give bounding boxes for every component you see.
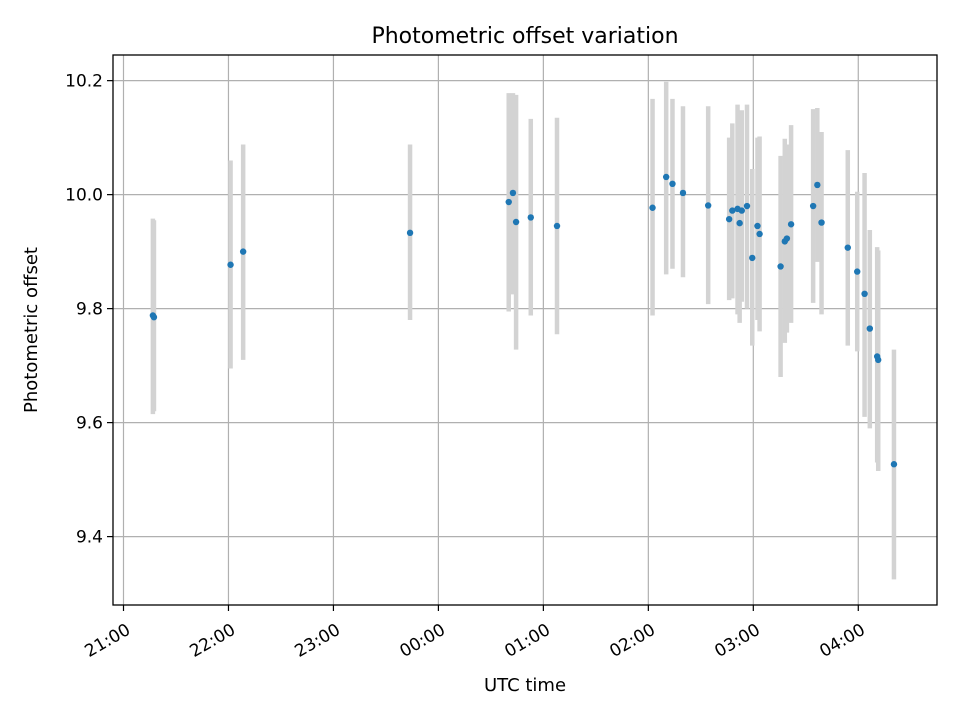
y-axis-ticks: 9.4 9.6 9.8 10.0 10.2 — [65, 72, 113, 548]
data-point — [553, 222, 561, 230]
data-point — [649, 204, 656, 211]
y-tick-label: 9.6 — [76, 414, 103, 434]
data-point — [749, 254, 756, 262]
data-point — [756, 230, 763, 238]
y-axis-label: Photometric offset — [21, 247, 42, 413]
data-point — [669, 180, 676, 188]
data-point — [227, 261, 234, 268]
data-point — [505, 198, 512, 206]
plot-frame — [112, 54, 938, 606]
data-point — [783, 235, 791, 242]
data-point — [754, 222, 761, 230]
y-tick-label: 10.2 — [65, 72, 103, 92]
data-point — [509, 189, 517, 197]
data-point — [866, 325, 874, 332]
data-point — [679, 189, 687, 197]
data-point — [729, 207, 736, 214]
data-point — [662, 173, 670, 181]
data-point — [818, 219, 825, 226]
data-point — [527, 214, 534, 221]
data-point — [777, 263, 784, 270]
data-point — [854, 268, 861, 275]
y-tick-label: 10.0 — [65, 186, 103, 206]
y-tick-label: 9.8 — [76, 300, 103, 320]
data-point — [704, 202, 712, 209]
data-points — [149, 173, 898, 468]
data-point — [875, 356, 882, 364]
data-point — [809, 202, 817, 210]
data-point — [861, 290, 868, 298]
data-point — [512, 218, 520, 226]
data-point — [787, 221, 795, 228]
data-point — [738, 207, 745, 214]
y-tick-label: 9.4 — [76, 528, 103, 548]
data-point — [406, 229, 414, 237]
data-point — [814, 181, 821, 189]
chart-title: Photometric offset variation — [371, 24, 678, 49]
grid-lines — [113, 55, 937, 605]
data-point — [844, 244, 851, 251]
data-point — [150, 313, 158, 321]
x-axis-label: UTC time — [484, 675, 566, 696]
data-point — [890, 461, 898, 468]
data-point — [725, 215, 733, 223]
data-point — [743, 202, 751, 210]
data-point — [239, 248, 247, 255]
data-point — [736, 219, 743, 227]
